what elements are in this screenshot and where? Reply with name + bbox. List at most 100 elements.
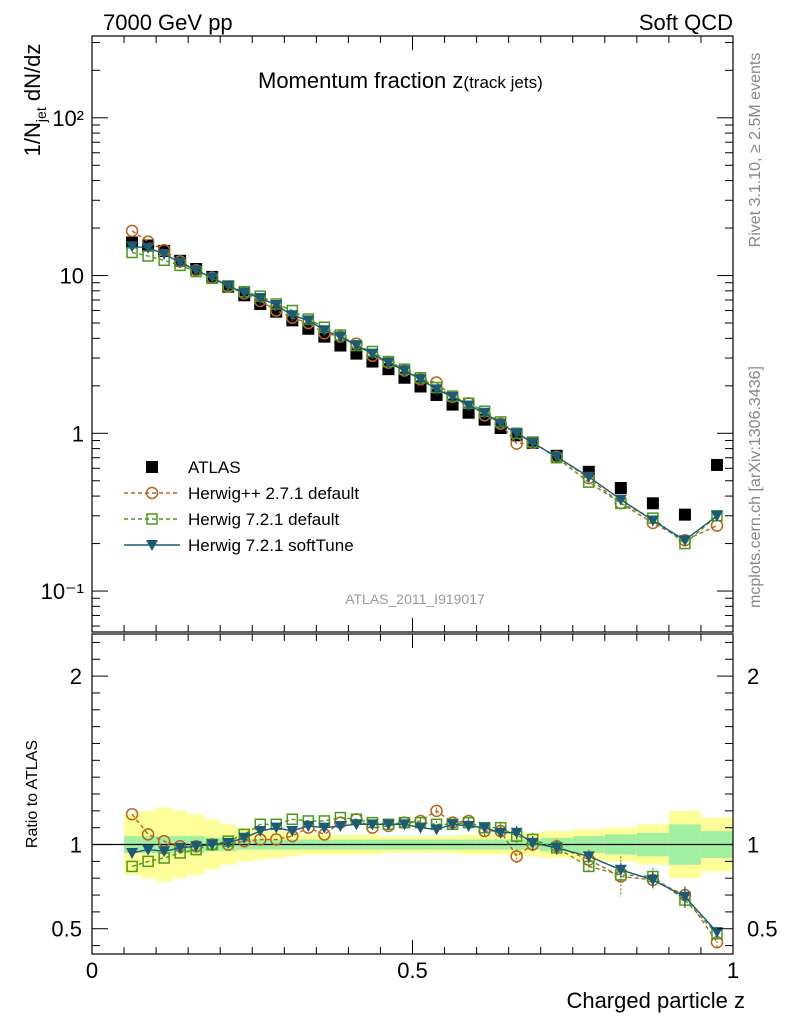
marker-softtune bbox=[430, 384, 443, 396]
marker-softtune bbox=[550, 451, 563, 463]
ratio-marker-softtune bbox=[398, 819, 411, 831]
ratio-marker-softtune bbox=[174, 842, 187, 854]
main-y-tick-label: 10⁻¹ bbox=[41, 579, 84, 604]
main-title: Momentum fraction z(track jets) bbox=[258, 68, 543, 93]
ratio-y-tick-label-right: 0.5 bbox=[747, 917, 778, 942]
ratio-marker-softtune bbox=[142, 844, 155, 856]
ratio-marker-softtune bbox=[302, 821, 315, 832]
marker-softtune bbox=[254, 293, 267, 305]
ratio-y-tick-label-left: 2 bbox=[70, 664, 82, 689]
legend-label-softtune: Herwig 7.2.1 softTune bbox=[188, 536, 354, 555]
marker-softtune bbox=[334, 331, 347, 343]
ratio-marker-softtune bbox=[526, 837, 539, 849]
marker-softtune bbox=[678, 535, 691, 547]
ratio-marker-softtune bbox=[254, 826, 267, 838]
mcplots-label: mcplots.cern.ch [arXiv:1306.3436] bbox=[747, 366, 764, 608]
marker-softtune bbox=[222, 280, 235, 292]
marker-atlas bbox=[334, 339, 347, 352]
ratio-marker-herwigpp bbox=[125, 807, 139, 821]
main-title-sub: (track jets) bbox=[463, 73, 542, 92]
ratio-y-tick-label-right: 1 bbox=[747, 833, 759, 858]
ratio-frame bbox=[91, 633, 734, 955]
marker-softtune bbox=[206, 272, 219, 284]
x-axis-label: Charged particle z bbox=[566, 988, 745, 1013]
legend-label-atlas: ATLAS bbox=[188, 458, 241, 477]
marker-atlas bbox=[614, 481, 627, 494]
marker-softtune bbox=[494, 418, 507, 430]
main-series-layer bbox=[125, 224, 724, 550]
ratio-marker-softtune bbox=[126, 847, 139, 859]
ratio-marker-softtune bbox=[494, 827, 507, 839]
ratio-marker-softtune bbox=[318, 822, 331, 834]
ratio-marker-softtune bbox=[286, 826, 299, 838]
marker-softtune bbox=[302, 315, 315, 327]
main-y-label-sub: jet bbox=[33, 107, 49, 123]
ratio-marker-softtune bbox=[478, 822, 491, 834]
ratio-marker-softtune bbox=[190, 841, 203, 853]
marker-softtune bbox=[614, 494, 627, 506]
ratio-y-tick-label-left: 0.5 bbox=[51, 917, 82, 942]
ratio-marker-softtune bbox=[206, 839, 219, 851]
ratio-marker-herwig721 bbox=[286, 813, 299, 826]
ratio-marker-herwig721 bbox=[126, 860, 138, 873]
marker-herwigpp bbox=[125, 224, 139, 238]
ratio-marker-softtune bbox=[614, 864, 627, 876]
ratio-marker-softtune bbox=[350, 819, 363, 831]
ratio-marker-softtune bbox=[678, 891, 691, 903]
marker-atlas bbox=[318, 330, 331, 343]
main-y-tick-label: 10² bbox=[52, 106, 84, 131]
process-label: Soft QCD bbox=[639, 10, 733, 35]
main-y-axis-label: 1/Njet dN/dz bbox=[20, 44, 49, 157]
legend-marker-atlas bbox=[146, 461, 158, 473]
marker-atlas bbox=[462, 406, 475, 419]
ratio-y-axis-label: Ratio to ATLAS bbox=[24, 740, 41, 848]
ratio-marker-herwigpp bbox=[510, 850, 523, 863]
marker-softtune bbox=[462, 400, 475, 412]
legend-marker-herwigpp bbox=[145, 486, 159, 500]
marker-atlas bbox=[710, 458, 723, 471]
ratio-marker-softtune bbox=[366, 819, 379, 831]
ratio-marker-softtune bbox=[270, 822, 283, 834]
main-title-text: Momentum fraction z bbox=[258, 68, 463, 93]
marker-softtune bbox=[238, 287, 251, 299]
axis-ticks bbox=[91, 36, 734, 954]
marker-softtune bbox=[286, 310, 299, 322]
ratio-marker-softtune bbox=[238, 832, 251, 844]
legend-marker-softtune bbox=[146, 540, 158, 551]
ratio-marker-softtune bbox=[462, 821, 475, 832]
ratio-marker-softtune bbox=[550, 842, 563, 854]
x-tick-label: 0 bbox=[86, 958, 98, 983]
ratio-marker-softtune bbox=[382, 819, 395, 831]
ratio-marker-softtune bbox=[430, 824, 443, 836]
marker-softtune bbox=[126, 241, 139, 253]
main-y-label-text: 1/N bbox=[20, 122, 45, 156]
ratio-marker-softtune bbox=[582, 851, 595, 863]
ratio-marker-herwigpp bbox=[141, 828, 155, 841]
ratio-y-tick-label-right: 2 bbox=[747, 664, 759, 689]
marker-softtune bbox=[270, 300, 283, 312]
marker-softtune bbox=[382, 357, 395, 369]
marker-softtune bbox=[158, 248, 171, 260]
marker-softtune bbox=[414, 374, 427, 386]
marker-atlas bbox=[678, 508, 691, 521]
marker-atlas bbox=[646, 497, 659, 510]
legend-label-herwig721: Herwig 7.2.1 default bbox=[188, 510, 339, 529]
ratio-marker-softtune bbox=[414, 822, 427, 834]
ratio-marker-softtune bbox=[646, 874, 659, 886]
x-tick-label: 1 bbox=[727, 958, 739, 983]
marker-softtune bbox=[446, 391, 459, 403]
marker-softtune bbox=[142, 242, 155, 254]
main-y-tick-label: 1 bbox=[72, 421, 84, 446]
marker-softtune bbox=[510, 428, 523, 440]
x-tick-label: 0.5 bbox=[397, 958, 428, 983]
marker-softtune bbox=[350, 340, 363, 352]
ratio-series-layer bbox=[125, 804, 724, 949]
main-y-tick-label: 10 bbox=[60, 264, 84, 289]
legend-label-herwigpp: Herwig++ 2.7.1 default bbox=[188, 484, 359, 503]
marker-softtune bbox=[478, 407, 491, 419]
ratio-marker-softtune bbox=[158, 846, 171, 858]
ratio-marker-herwigpp bbox=[430, 804, 443, 818]
marker-softtune bbox=[526, 437, 539, 449]
